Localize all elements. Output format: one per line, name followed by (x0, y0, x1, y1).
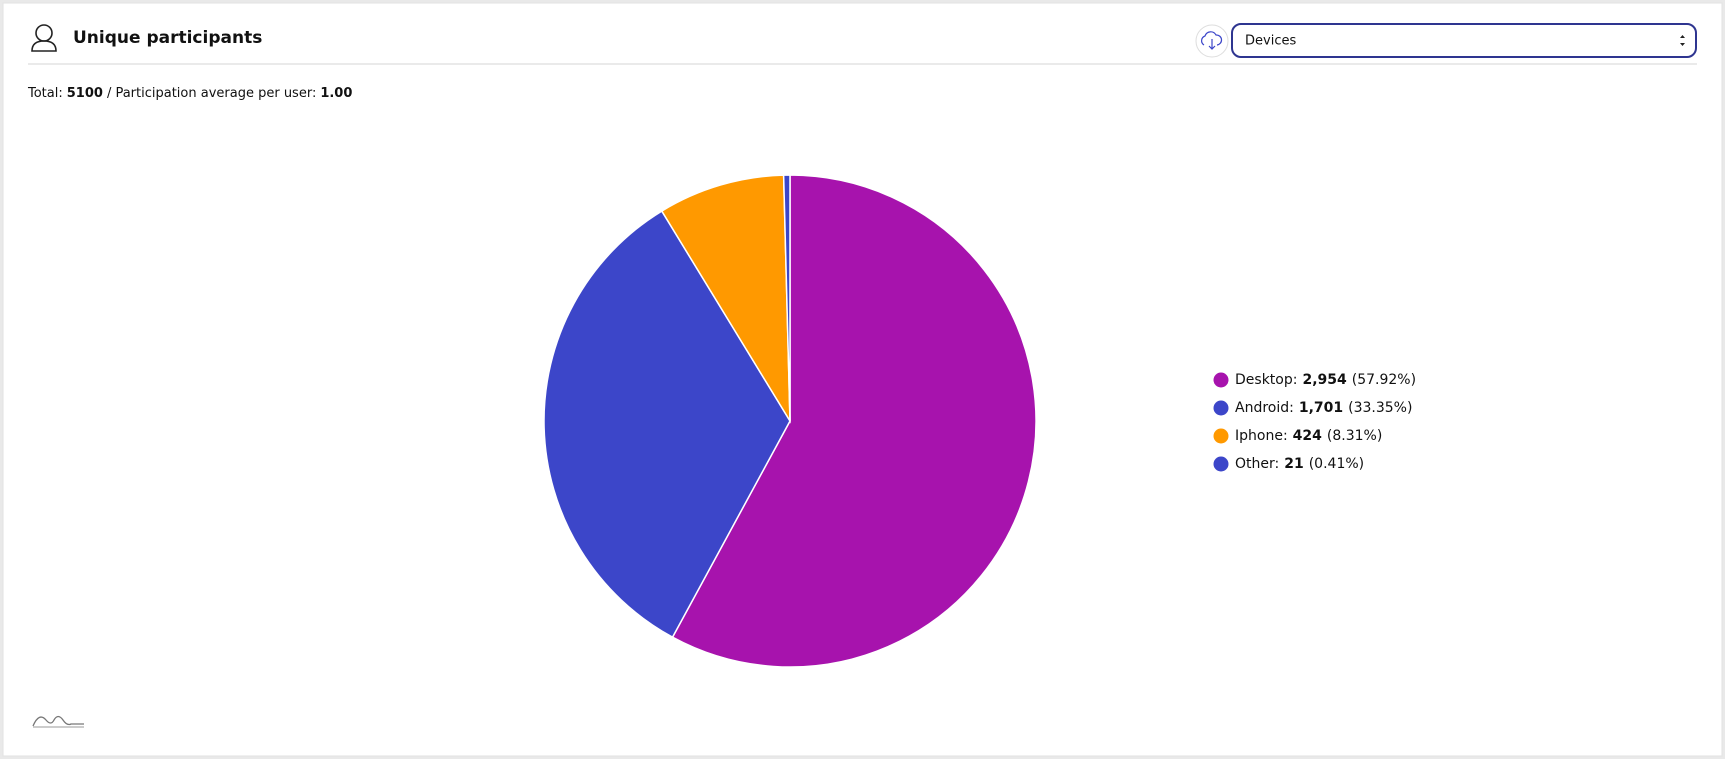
legend-entry: Other: 21 (0.41%) (1235, 456, 1364, 472)
download-button[interactable] (1195, 24, 1229, 58)
legend-name: Android: (1235, 400, 1294, 416)
pie-slice (671, 174, 1037, 668)
legend-name: Iphone: (1235, 428, 1288, 444)
legend-percent: (0.41%) (1309, 456, 1364, 472)
legend-swatch (1213, 400, 1229, 416)
legend-percent: (57.92%) (1352, 372, 1416, 388)
pie-slice (782, 174, 791, 422)
legend-entry: Iphone: 424 (8.31%) (1235, 428, 1382, 444)
legend-value: 1,701 (1299, 400, 1343, 416)
legend-name: Desktop: (1235, 372, 1297, 388)
legend-swatch (1213, 456, 1229, 472)
legend-entry: Android: 1,701 (33.35%) (1235, 400, 1412, 416)
legend-name: Other: (1235, 456, 1279, 472)
pie-slice (543, 210, 791, 639)
total-value: 5100 (67, 86, 103, 101)
average-value: 1.00 (320, 86, 352, 101)
legend-swatch (1213, 428, 1229, 444)
legend-value: 2,954 (1302, 372, 1347, 388)
average-label: / Participation average per user: (107, 86, 316, 101)
legend-swatch (1213, 372, 1229, 388)
select-value: Devices (1245, 34, 1296, 49)
pie-slice (660, 174, 791, 424)
legend-value: 424 (1293, 428, 1322, 444)
header-title: Unique participants (73, 28, 262, 48)
legend-percent: (33.35%) (1348, 400, 1412, 416)
legend-value: 21 (1284, 456, 1303, 472)
logo (32, 715, 84, 727)
total-label: Total: (27, 86, 63, 101)
legend-percent: (8.31%) (1327, 428, 1382, 444)
legend-entry: Desktop: 2,954 (57.92%) (1235, 372, 1416, 388)
user-icon (31, 24, 57, 52)
device-select[interactable]: Devices (1231, 23, 1697, 58)
summary: Total: 5100 / Participation average per us… (27, 86, 352, 101)
